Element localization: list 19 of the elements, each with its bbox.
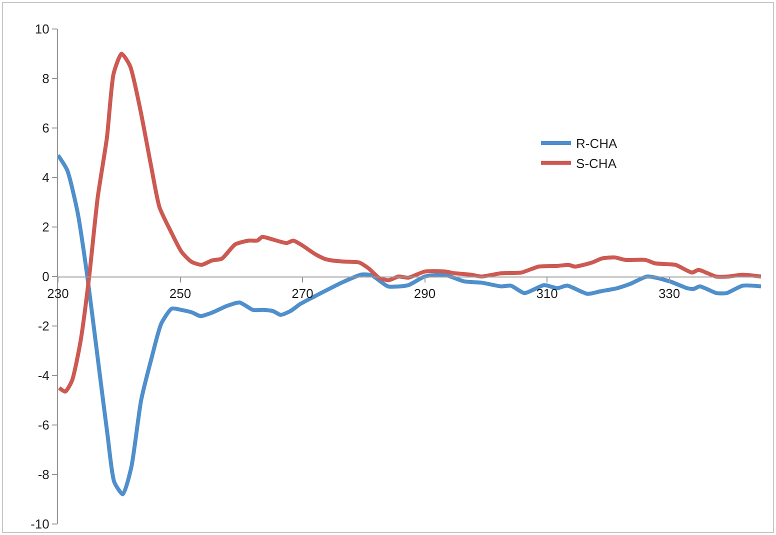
y-tick-label: 0	[42, 269, 50, 284]
y-tick-label: -8	[38, 467, 50, 482]
y-tick-label: -6	[38, 418, 50, 433]
legend-label: R-CHA	[576, 136, 618, 152]
x-tick-label: 230	[47, 286, 69, 302]
x-tick-label: 270	[292, 286, 314, 302]
y-tick-label: 6	[42, 120, 50, 136]
x-tick-label: 330	[658, 286, 680, 302]
x-tick-label: 310	[536, 286, 558, 302]
legend-label: S-CHA	[576, 156, 617, 171]
y-tick-label: 2	[42, 220, 50, 235]
y-tick-label: -4	[38, 368, 50, 384]
y-tick-label: 10	[34, 22, 50, 37]
y-tick-label: -10	[30, 516, 50, 532]
x-tick-label: 290	[414, 286, 436, 302]
y-tick-label: 8	[42, 71, 50, 86]
y-tick-label: 4	[42, 170, 50, 186]
y-tick-label: -2	[38, 318, 50, 334]
x-tick-label: 250	[169, 286, 192, 302]
